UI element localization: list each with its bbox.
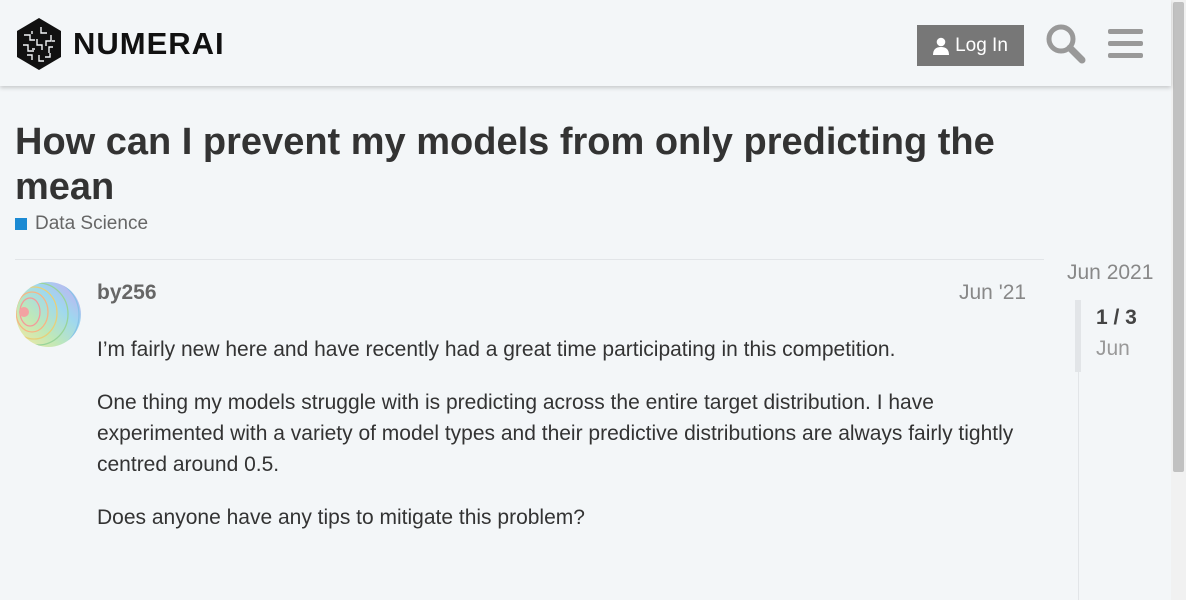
category-color-square — [15, 218, 27, 230]
login-label: Log In — [955, 34, 1008, 56]
numerai-logo-icon — [17, 18, 61, 70]
post-author[interactable]: by256 — [97, 281, 157, 304]
post-body: I’m fairly new here and have recently ha… — [97, 334, 1027, 555]
logo-wordmark: NUMERAI — [73, 26, 225, 61]
category-label: Data Science — [35, 213, 149, 234]
user-icon — [933, 37, 950, 55]
search-icon — [1046, 24, 1086, 64]
timeline-track — [1078, 300, 1079, 600]
timeline-start-date[interactable]: Jun 2021 — [1067, 261, 1154, 284]
post-paragraph: I’m fairly new here and have recently ha… — [97, 338, 896, 361]
scrollbar-thumb[interactable] — [1173, 2, 1184, 472]
avatar[interactable] — [16, 282, 81, 347]
timeline-position: 1 / 3 — [1096, 306, 1137, 329]
timeline-current-month: Jun — [1096, 337, 1130, 360]
post-date[interactable]: Jun '21 — [959, 281, 1027, 304]
search-button[interactable] — [1044, 22, 1086, 64]
hamburger-menu-icon — [1108, 29, 1143, 58]
topic-title[interactable]: How can I prevent my models from only pr… — [15, 121, 995, 208]
site-logo[interactable]: NUMERAI — [15, 17, 225, 71]
category-badge[interactable]: Data Science — [15, 213, 148, 235]
post-paragraph: One thing my models struggle with is pre… — [97, 391, 1014, 476]
topic-divider — [15, 259, 1044, 260]
timeline-handle[interactable] — [1075, 300, 1081, 372]
contour-avatar-icon — [16, 282, 81, 347]
site-header: NUMERAI Log In — [0, 0, 1171, 86]
post-paragraph: Does anyone have any tips to mitigate th… — [97, 506, 585, 529]
login-button[interactable]: Log In — [917, 25, 1024, 66]
menu-button[interactable] — [1107, 26, 1145, 62]
